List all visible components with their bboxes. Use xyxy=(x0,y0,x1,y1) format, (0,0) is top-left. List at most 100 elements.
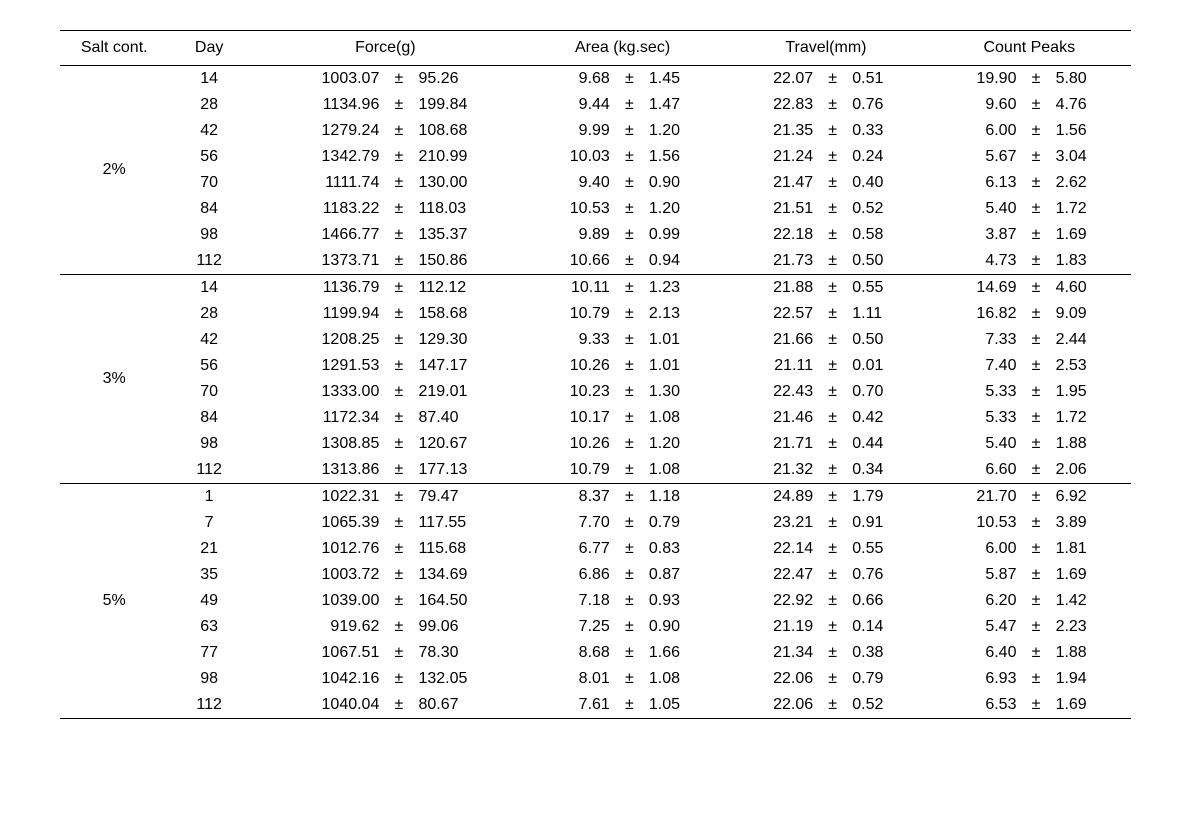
travel-value: 22.47 xyxy=(724,562,819,588)
force-value: 1466.77 xyxy=(250,222,386,248)
pm-symbol: ± xyxy=(1022,327,1049,353)
area-value: 10.53 xyxy=(521,196,616,222)
travel-value: 21.88 xyxy=(724,275,819,302)
force-error: 219.01 xyxy=(412,379,520,405)
pm-symbol: ± xyxy=(819,196,846,222)
force-error: 177.13 xyxy=(412,457,520,484)
count-error: 1.88 xyxy=(1050,640,1131,666)
pm-symbol: ± xyxy=(1022,484,1049,511)
travel-error: 0.50 xyxy=(846,327,927,353)
count-error: 2.53 xyxy=(1050,353,1131,379)
pm-symbol: ± xyxy=(385,379,412,405)
pm-symbol: ± xyxy=(1022,170,1049,196)
area-error: 1.20 xyxy=(643,118,724,144)
table-row: 421208.25±129.309.33±1.0121.66±0.507.33±… xyxy=(60,327,1131,353)
pm-symbol: ± xyxy=(616,666,643,692)
day-cell: 14 xyxy=(168,275,249,302)
area-value: 9.89 xyxy=(521,222,616,248)
area-error: 1.01 xyxy=(643,327,724,353)
pm-symbol: ± xyxy=(616,196,643,222)
area-error: 0.93 xyxy=(643,588,724,614)
pm-symbol: ± xyxy=(616,275,643,302)
area-error: 1.08 xyxy=(643,457,724,484)
count-value: 7.33 xyxy=(928,327,1023,353)
pm-symbol: ± xyxy=(385,118,412,144)
count-error: 1.69 xyxy=(1050,692,1131,719)
force-value: 1208.25 xyxy=(250,327,386,353)
count-error: 1.42 xyxy=(1050,588,1131,614)
area-error: 1.23 xyxy=(643,275,724,302)
count-value: 7.40 xyxy=(928,353,1023,379)
pm-symbol: ± xyxy=(819,353,846,379)
count-value: 5.87 xyxy=(928,562,1023,588)
count-error: 5.80 xyxy=(1050,66,1131,93)
area-error: 0.90 xyxy=(643,170,724,196)
area-value: 7.61 xyxy=(521,692,616,719)
force-error: 80.67 xyxy=(412,692,520,719)
pm-symbol: ± xyxy=(385,666,412,692)
table-row: 3%141136.79±112.1210.11±1.2321.88±0.5514… xyxy=(60,275,1131,302)
pm-symbol: ± xyxy=(616,222,643,248)
area-error: 0.90 xyxy=(643,614,724,640)
table-row: 351003.72±134.696.86±0.8722.47±0.765.87±… xyxy=(60,562,1131,588)
table-row: 981466.77±135.379.89±0.9922.18±0.583.87±… xyxy=(60,222,1131,248)
force-value: 919.62 xyxy=(250,614,386,640)
salt-label: 5% xyxy=(60,484,168,719)
table-row: 771067.51±78.308.68±1.6621.34±0.386.40±1… xyxy=(60,640,1131,666)
pm-symbol: ± xyxy=(385,196,412,222)
force-error: 158.68 xyxy=(412,301,520,327)
count-error: 2.06 xyxy=(1050,457,1131,484)
force-error: 210.99 xyxy=(412,144,520,170)
salt-label: 3% xyxy=(60,275,168,484)
count-value: 21.70 xyxy=(928,484,1023,511)
count-error: 3.89 xyxy=(1050,510,1131,536)
pm-symbol: ± xyxy=(385,92,412,118)
count-error: 1.69 xyxy=(1050,222,1131,248)
pm-symbol: ± xyxy=(1022,666,1049,692)
table-row: 63919.62±99.067.25±0.9021.19±0.145.47±2.… xyxy=(60,614,1131,640)
pm-symbol: ± xyxy=(616,92,643,118)
travel-error: 0.58 xyxy=(846,222,927,248)
count-error: 4.76 xyxy=(1050,92,1131,118)
force-error: 108.68 xyxy=(412,118,520,144)
pm-symbol: ± xyxy=(616,248,643,275)
count-error: 1.72 xyxy=(1050,405,1131,431)
pm-symbol: ± xyxy=(1022,640,1049,666)
day-cell: 84 xyxy=(168,405,249,431)
pm-symbol: ± xyxy=(1022,275,1049,302)
area-value: 9.44 xyxy=(521,92,616,118)
pm-symbol: ± xyxy=(1022,431,1049,457)
travel-error: 0.79 xyxy=(846,666,927,692)
pm-symbol: ± xyxy=(819,222,846,248)
force-error: 117.55 xyxy=(412,510,520,536)
area-error: 1.66 xyxy=(643,640,724,666)
pm-symbol: ± xyxy=(385,275,412,302)
area-value: 8.37 xyxy=(521,484,616,511)
travel-value: 22.57 xyxy=(724,301,819,327)
area-value: 7.70 xyxy=(521,510,616,536)
force-error: 87.40 xyxy=(412,405,520,431)
day-cell: 21 xyxy=(168,536,249,562)
area-value: 7.25 xyxy=(521,614,616,640)
pm-symbol: ± xyxy=(385,431,412,457)
travel-value: 22.43 xyxy=(724,379,819,405)
force-error: 199.84 xyxy=(412,92,520,118)
table-row: 561291.53±147.1710.26±1.0121.11±0.017.40… xyxy=(60,353,1131,379)
day-cell: 28 xyxy=(168,92,249,118)
force-error: 132.05 xyxy=(412,666,520,692)
force-error: 135.37 xyxy=(412,222,520,248)
force-value: 1333.00 xyxy=(250,379,386,405)
pm-symbol: ± xyxy=(819,66,846,93)
count-error: 4.60 xyxy=(1050,275,1131,302)
pm-symbol: ± xyxy=(616,327,643,353)
pm-symbol: ± xyxy=(385,536,412,562)
area-value: 9.33 xyxy=(521,327,616,353)
travel-value: 21.32 xyxy=(724,457,819,484)
data-table: Salt cont. Day Force(g) Area (kg.sec) Tr… xyxy=(60,30,1131,719)
travel-error: 0.76 xyxy=(846,92,927,118)
travel-value: 24.89 xyxy=(724,484,819,511)
force-error: 118.03 xyxy=(412,196,520,222)
count-value: 6.13 xyxy=(928,170,1023,196)
pm-symbol: ± xyxy=(1022,196,1049,222)
pm-symbol: ± xyxy=(819,431,846,457)
